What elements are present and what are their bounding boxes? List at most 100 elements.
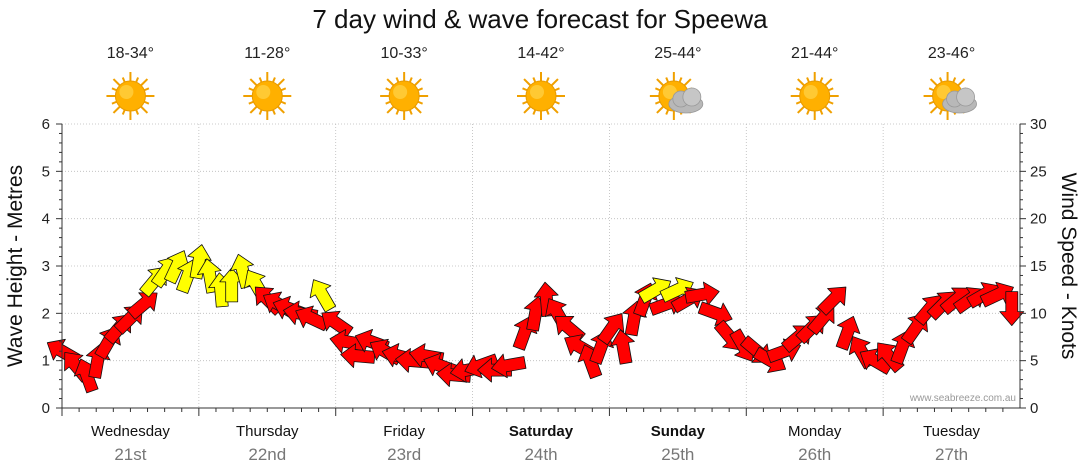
sun-ray <box>522 87 528 92</box>
partly-cloudy-icon <box>923 72 977 120</box>
sun-ray <box>532 109 537 115</box>
day-name-label: Monday <box>788 423 842 440</box>
sun-ray <box>819 77 824 83</box>
sun-ray <box>523 105 532 114</box>
y-tick-label: 0 <box>42 400 50 417</box>
day-date-label: 22nd <box>248 445 286 464</box>
y-tick-label: 1 <box>42 353 50 370</box>
sun-ray <box>683 78 692 87</box>
wind-arrow <box>597 313 625 346</box>
y2-tick-label: 25 <box>1030 163 1047 180</box>
sun-ray <box>414 78 422 87</box>
sun-ray <box>277 105 285 114</box>
sun-highlight <box>256 85 271 99</box>
sun-ray <box>665 109 670 115</box>
sun-ray <box>795 87 802 92</box>
day-temperature: 14-42° <box>517 45 564 62</box>
sun-ray <box>952 77 957 83</box>
grid-lines <box>62 123 1020 408</box>
sun-ray <box>272 109 276 115</box>
sun-ray <box>550 105 559 114</box>
day-date-label: 23rd <box>387 445 421 464</box>
sun-ray <box>532 77 537 83</box>
sun-ray <box>678 77 683 83</box>
wind-arrow <box>340 343 376 368</box>
sun-ray <box>938 77 943 83</box>
sun-ray <box>957 78 966 87</box>
day-date-label: 24th <box>524 445 557 464</box>
sun-ray <box>656 78 664 87</box>
sun-ray <box>395 77 400 83</box>
day-temperature: 21-44° <box>791 45 838 62</box>
partly-cloudy-icon <box>649 72 704 120</box>
sun-ray <box>824 78 833 87</box>
sun-ray <box>280 87 287 92</box>
wind-arrow <box>817 286 847 316</box>
day-labels: Wednesday 21st Thursday 22nd Friday 23rd Satur… <box>61 408 1004 464</box>
y2-tick-label: 0 <box>1030 400 1038 417</box>
sun-ray <box>828 100 834 105</box>
weather-row: 18-34° 11-28° 10-33° 14-42° 25-44° 21-44° 23-4… <box>106 45 977 120</box>
sun-icon <box>380 72 429 120</box>
sun-ray <box>554 87 560 92</box>
sun-ray <box>928 87 935 92</box>
sun-ray <box>385 87 391 92</box>
y-tick-label: 3 <box>42 258 50 275</box>
sun-ray <box>277 78 285 87</box>
wind-arrow <box>163 250 190 285</box>
y2-tick-label: 30 <box>1030 116 1047 133</box>
sun-ray <box>819 109 824 115</box>
sun-ray <box>385 100 391 105</box>
wind-arrow <box>126 292 158 320</box>
wind-arrow <box>684 281 720 307</box>
sun-ray <box>929 78 938 87</box>
y2-tick-label: 10 <box>1030 305 1047 322</box>
wind-arrow <box>187 244 212 280</box>
sun-ray <box>280 100 287 105</box>
day-name-label: Tuesday <box>923 423 980 440</box>
sun-highlight <box>803 85 818 99</box>
sun-ray <box>248 100 254 105</box>
sun-ray <box>928 100 935 105</box>
left-axis-ticks: 0 1 2 3 4 5 6 <box>42 116 62 417</box>
credit-text: www.seabreeze.com.au <box>909 393 1016 404</box>
plot-area: 0 1 2 3 4 5 6 0 5 10 15 20 25 30 www.seabreeze.com.a… <box>42 116 1047 417</box>
sun-icon <box>243 72 292 120</box>
chart-title: 7 day wind & wave forecast for Speewa <box>312 4 768 34</box>
sun-ray <box>112 78 121 87</box>
sun-icon <box>517 72 565 120</box>
y2-tick-label: 5 <box>1030 353 1038 370</box>
sun-icon <box>790 72 839 120</box>
sun-ray <box>654 100 661 105</box>
y2-tick-label: 20 <box>1030 211 1047 228</box>
sun-ray <box>806 77 810 83</box>
wind-arrows-series <box>46 244 1025 394</box>
day-date-label: 27th <box>935 445 968 464</box>
cloud-puff <box>682 87 702 107</box>
sun-ray <box>414 105 422 114</box>
sun-ray <box>523 78 532 87</box>
sun-ray <box>248 87 254 92</box>
cloud-puff <box>956 87 975 107</box>
day-name-label: Sunday <box>651 423 706 440</box>
sun-ray <box>395 109 400 115</box>
right-axis-ticks: 0 5 10 15 20 25 30 <box>1020 116 1047 417</box>
y-axis-label: Wave Height - Metres <box>4 165 27 367</box>
sun-ray <box>797 105 805 114</box>
sun-ray <box>522 100 528 105</box>
y-tick-label: 6 <box>42 116 50 133</box>
y-tick-label: 2 <box>42 305 50 322</box>
sun-ray <box>121 109 126 115</box>
day-temperature: 18-34° <box>107 45 154 62</box>
sun-ray <box>135 77 140 83</box>
sun-ray <box>272 77 276 83</box>
sun-ray <box>554 100 560 105</box>
sun-ray <box>828 87 834 92</box>
sun-ray <box>408 77 413 83</box>
sun-ray <box>797 78 805 87</box>
sun-ray <box>795 100 802 105</box>
day-temperature: 25-44° <box>654 45 701 62</box>
sun-ray <box>258 109 263 115</box>
day-temperature: 10-33° <box>380 45 427 62</box>
day-date-label: 26th <box>798 445 831 464</box>
